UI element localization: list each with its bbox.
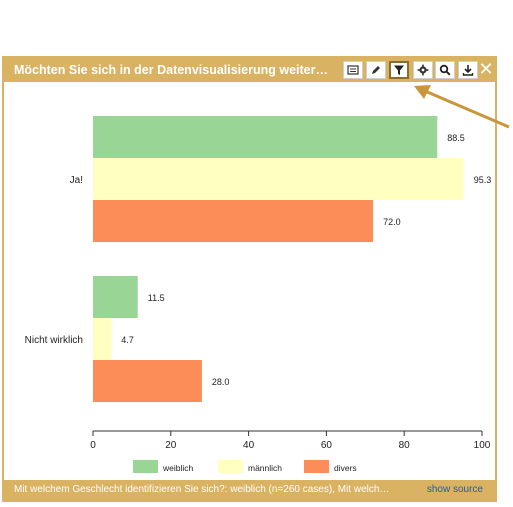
bar-chart: Ja! 88.5 95.3 72.0 Nicht wirklich 11.5 4.7 28.0… (25, 116, 492, 473)
download-icon (462, 65, 474, 76)
table-icon (347, 65, 359, 75)
x-tick-label: 20 (165, 440, 177, 451)
pencil-icon (372, 66, 380, 74)
bar-value-label: 95.3 (474, 175, 492, 185)
bar-value-label: 11.5 (148, 293, 165, 303)
close-icon[interactable]: ✕ (478, 59, 494, 79)
filter-icon (394, 65, 404, 75)
zoom-button[interactable] (435, 61, 455, 79)
x-tick-label: 0 (90, 440, 96, 451)
bar-value-label: 4.7 (121, 335, 134, 345)
bar-divers (93, 200, 374, 242)
widget-footer: Mit welchem Geschlecht identifizieren Si… (4, 480, 495, 500)
x-tick-label: 100 (474, 440, 491, 451)
legend-swatch-männlich (218, 460, 243, 473)
widget-titlebar: Möchten Sie sich in der Datenvisualisier… (4, 58, 495, 82)
chart-widget: Möchten Sie sich in der Datenvisualisier… (2, 56, 497, 502)
bar-divers (93, 360, 202, 402)
category-label: Ja! (70, 175, 83, 186)
footer-caption: Mit welchem Geschlecht identifizieren Si… (14, 484, 390, 495)
legend-label: männlich (248, 463, 282, 473)
legend-swatch-divers (304, 460, 329, 473)
category-label: Nicht wirklich (25, 335, 83, 346)
legend-label: divers (334, 463, 357, 473)
bar-männlich (93, 318, 112, 360)
table-view-button[interactable] (343, 61, 363, 79)
filter-button[interactable] (389, 61, 409, 79)
edit-button[interactable] (366, 61, 386, 79)
bar-value-label: 88.5 (447, 133, 465, 143)
x-tick-label: 40 (243, 440, 255, 451)
zoom-icon (439, 64, 451, 76)
x-tick-label: 80 (399, 440, 411, 451)
legend-swatch-weiblich (133, 460, 158, 473)
gear-icon (417, 64, 429, 76)
annotation-arrow (414, 85, 510, 129)
bar-value-label: 72.0 (383, 217, 401, 227)
bar-weiblich (93, 116, 438, 158)
legend-label: weiblich (162, 463, 194, 473)
bar-männlich (93, 158, 464, 200)
download-button[interactable] (458, 61, 478, 79)
show-source-link[interactable]: show source (426, 484, 483, 495)
bar-value-label: 28.0 (212, 377, 230, 387)
widget-title: Möchten Sie sich in der Datenvisualisier… (14, 63, 328, 77)
bar-weiblich (93, 276, 138, 318)
settings-button[interactable] (413, 61, 433, 79)
x-tick-label: 60 (321, 440, 333, 451)
